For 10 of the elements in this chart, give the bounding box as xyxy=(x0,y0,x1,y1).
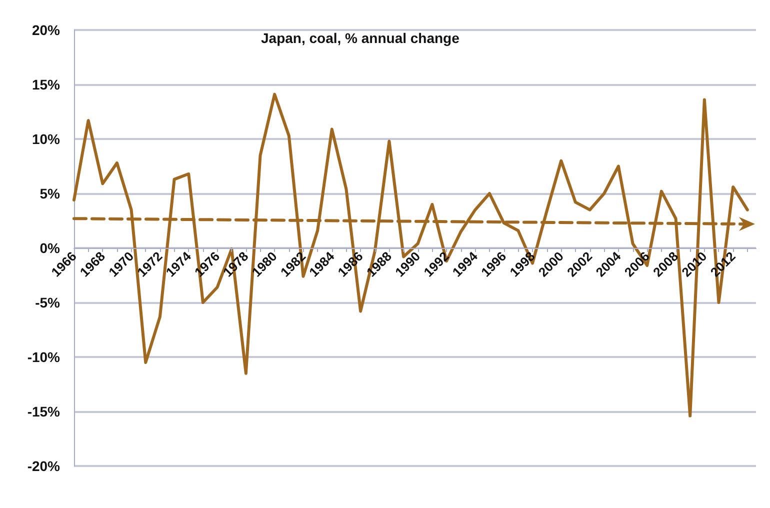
y-tick-label: 10% xyxy=(32,131,61,147)
y-tick-label: 20% xyxy=(32,22,61,38)
y-tick-label: -10% xyxy=(27,349,61,365)
y-tick-label: 0% xyxy=(40,240,61,256)
y-tick-label: 5% xyxy=(40,186,61,202)
chart-title: Japan, coal, % annual change xyxy=(261,30,460,46)
y-tick-label: -15% xyxy=(27,404,61,420)
y-tick-label: -5% xyxy=(35,294,61,310)
y-tick-label: 15% xyxy=(32,76,61,92)
y-tick-label: -20% xyxy=(27,458,61,474)
